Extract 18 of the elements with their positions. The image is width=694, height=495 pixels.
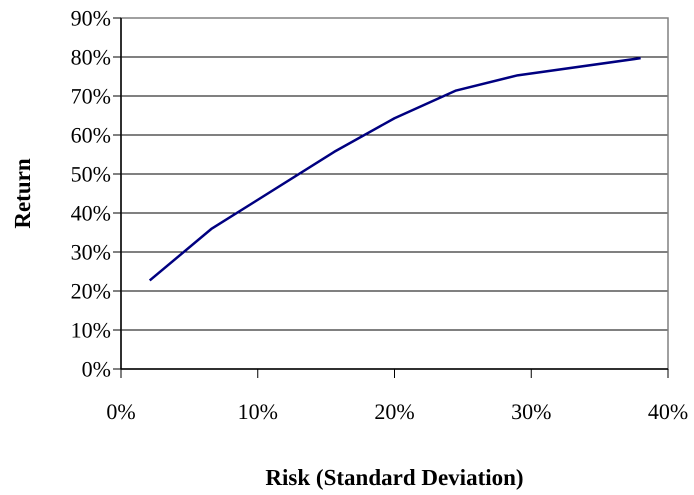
y-tick-label: 20% bbox=[70, 278, 111, 304]
y-tick-label: 10% bbox=[70, 318, 111, 343]
x-axis-title: Risk (Standard Deviation) bbox=[265, 465, 524, 490]
y-tick-label: 30% bbox=[70, 240, 111, 265]
y-tick-label: 70% bbox=[70, 84, 111, 109]
y-tick-label: 90% bbox=[70, 6, 111, 31]
y-tick-label: 60% bbox=[70, 122, 111, 148]
y-tick-label: 0% bbox=[82, 356, 111, 382]
x-tick-label: 20% bbox=[374, 399, 415, 424]
y-tick-label: 50% bbox=[70, 162, 111, 187]
x-tick-label: 30% bbox=[511, 399, 552, 424]
y-tick-label: 80% bbox=[70, 44, 111, 70]
line-series bbox=[148, 56, 642, 282]
y-axis-title: Return bbox=[10, 158, 35, 229]
x-tick-label: 0% bbox=[106, 399, 136, 424]
x-tick-label: 40% bbox=[648, 399, 688, 424]
x-tick-label: 10% bbox=[238, 399, 278, 424]
y-tick-label: 40% bbox=[70, 200, 111, 226]
